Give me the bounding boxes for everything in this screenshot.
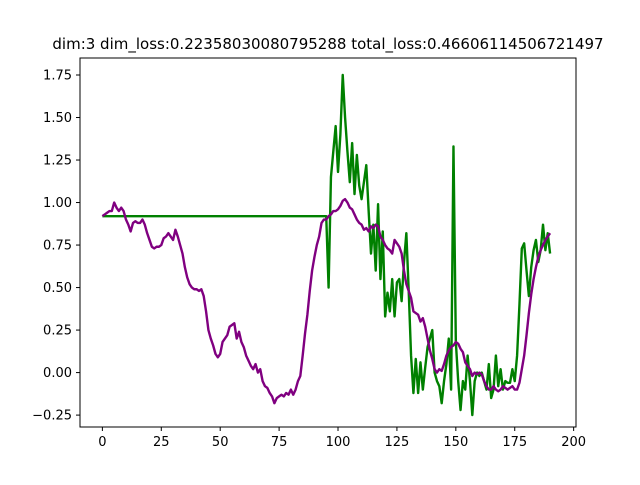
- y-tick-label: −0.25: [32, 409, 72, 424]
- x-tick-label: 0: [98, 435, 106, 450]
- y-tick-label: 1.00: [43, 196, 72, 211]
- y-tick-label: 0.00: [43, 366, 72, 381]
- series-line-2: [101, 197, 552, 405]
- x-tick-label: 25: [153, 435, 170, 450]
- x-tick-label: 100: [326, 435, 351, 450]
- y-tick-label: 1.50: [43, 111, 72, 126]
- y-tick-label: 0.25: [43, 324, 72, 339]
- x-axis-ticks: 0 25 50 75 100 125 150 175 200: [98, 427, 586, 450]
- chart-title: dim:3 dim_loss:0.22358030080795288 total…: [52, 35, 603, 54]
- plot-area-frame: [79, 57, 577, 428]
- y-tick-label: 0.75: [43, 239, 72, 254]
- y-tick-label: 1.25: [43, 154, 72, 169]
- y-tick-label: 1.75: [43, 69, 72, 84]
- y-tick-label: 0.50: [43, 281, 72, 296]
- x-tick-label: 125: [385, 435, 410, 450]
- x-tick-label: 175: [502, 435, 527, 450]
- series-layer: [101, 73, 552, 417]
- x-tick-label: 200: [561, 435, 586, 450]
- series-line-1: [102, 73, 552, 417]
- x-tick-label: 75: [271, 435, 288, 450]
- y-axis-ticks: −0.25 0.00 0.25 0.50 0.75 1.00 1.25 1.50 1.75: [32, 69, 80, 424]
- x-tick-label: 150: [443, 435, 468, 450]
- x-tick-label: 50: [212, 435, 229, 450]
